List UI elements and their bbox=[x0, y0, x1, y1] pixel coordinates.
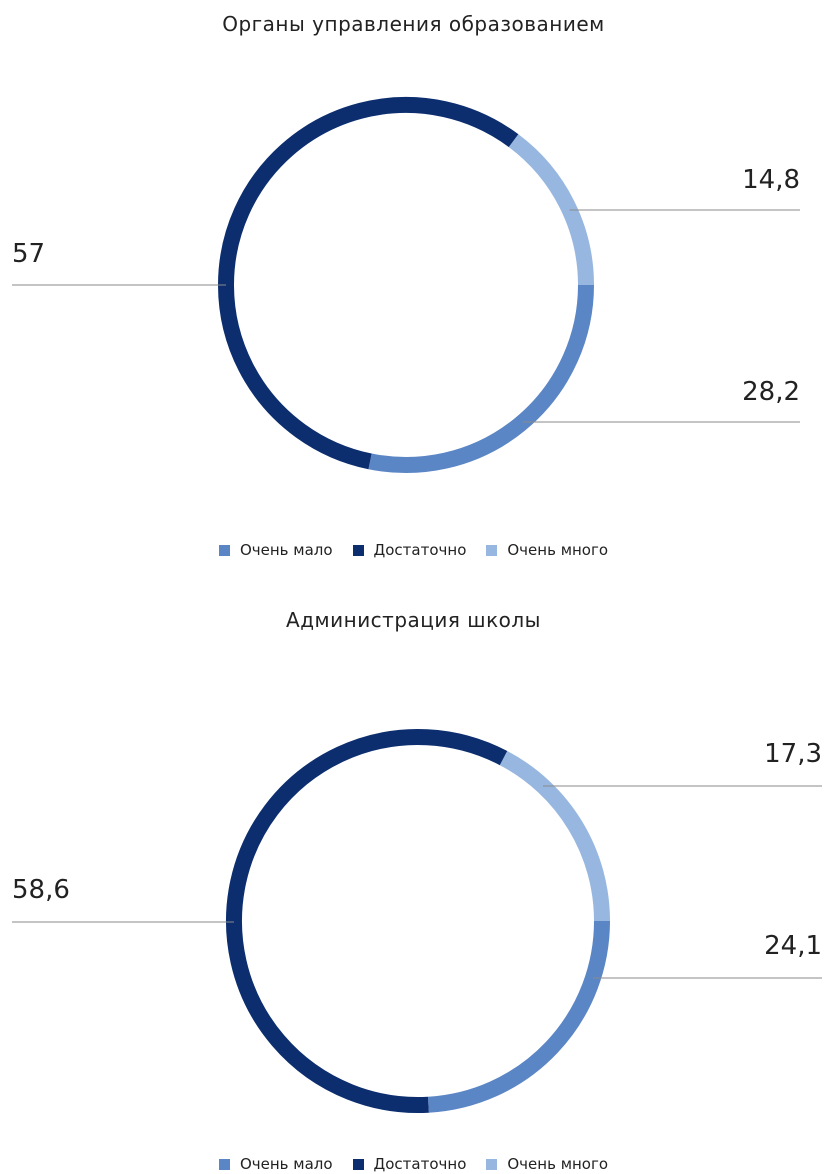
legend-label: Очень много bbox=[507, 541, 609, 559]
donut-chart-education-authorities: Органы управления образованием 28,2 57 14,… bbox=[0, 0, 827, 580]
donut-svg: 24,1 58,6 17,3 bbox=[12, 729, 822, 1113]
legend-label: Достаточно bbox=[373, 1155, 467, 1173]
data-label-2: 58,6 bbox=[12, 875, 70, 905]
donut-slice-3 bbox=[499, 751, 610, 922]
legend-item-enough: Достаточно bbox=[352, 541, 467, 559]
chart-legend: Очень мало Достаточно Очень много bbox=[0, 1155, 827, 1173]
chart-title: Органы управления образованием bbox=[222, 12, 605, 36]
donut-svg: 28,2 57 14,8 bbox=[12, 97, 800, 473]
legend-label: Очень много bbox=[507, 1155, 609, 1173]
legend-item-very-much: Очень много bbox=[486, 541, 608, 559]
legend-item-enough: Достаточно bbox=[352, 1155, 467, 1173]
legend-label: Достаточно bbox=[373, 541, 467, 559]
chart-title: Администрация школы bbox=[286, 608, 541, 632]
data-label-1: 24,1 bbox=[764, 931, 822, 961]
donut-slice-1 bbox=[427, 920, 610, 1113]
donut-chart-school-administration: Администрация школы 24,1 58,6 17,3 Очень м… bbox=[0, 600, 827, 1174]
donut-slice-1 bbox=[368, 284, 594, 473]
data-label-1: 28,2 bbox=[742, 377, 800, 407]
donut-slice-2 bbox=[218, 97, 519, 470]
legend-label: Очень мало bbox=[239, 541, 333, 559]
legend-swatch bbox=[218, 1158, 230, 1170]
legend-swatch bbox=[486, 1158, 498, 1170]
legend-swatch bbox=[218, 544, 230, 556]
legend-swatch bbox=[352, 544, 364, 556]
chart-legend: Очень мало Достаточно Очень много bbox=[0, 541, 827, 559]
data-label-3: 14,8 bbox=[742, 165, 800, 195]
legend-label: Очень мало bbox=[239, 1155, 333, 1173]
donut-slice-3 bbox=[508, 134, 594, 286]
legend-swatch bbox=[352, 1158, 364, 1170]
legend-item-very-much: Очень много bbox=[486, 1155, 608, 1173]
legend-item-very-little: Очень мало bbox=[218, 541, 333, 559]
data-label-3: 17,3 bbox=[764, 739, 822, 769]
legend-item-very-little: Очень мало bbox=[218, 1155, 333, 1173]
data-label-2: 57 bbox=[12, 239, 45, 269]
donut-slice-2 bbox=[226, 729, 508, 1113]
legend-swatch bbox=[486, 544, 498, 556]
